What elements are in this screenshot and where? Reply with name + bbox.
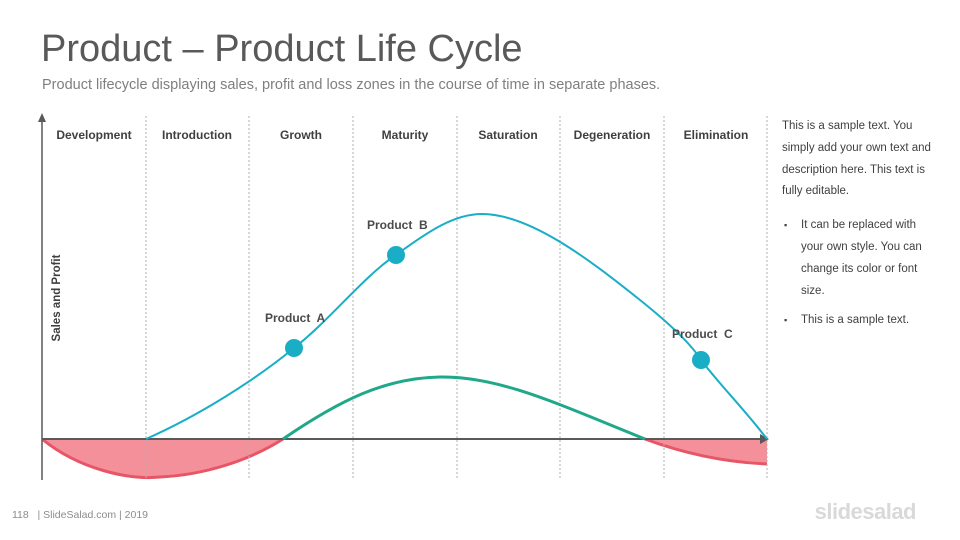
loss-zone-early bbox=[42, 439, 283, 478]
square-bullet-icon: ▪ bbox=[784, 220, 788, 231]
footer-text: 118 | SlideSalad.com | 2019 bbox=[12, 509, 149, 521]
phase-label-maturity: Maturity bbox=[382, 128, 429, 142]
phase-label-saturation: Saturation bbox=[478, 128, 537, 142]
sidebar-bullet-item: ▪ It can be replaced with your own style… bbox=[782, 215, 932, 302]
phase-label-development: Development bbox=[56, 128, 131, 142]
phase-dividers bbox=[145, 116, 768, 480]
page-title: Product – Product Life Cycle bbox=[41, 28, 523, 70]
phase-label-growth: Growth bbox=[280, 128, 322, 142]
product-b-marker[interactable] bbox=[387, 246, 405, 264]
square-bullet-icon: ▪ bbox=[784, 315, 788, 326]
phase-label-introduction: Introduction bbox=[162, 128, 232, 142]
loss-zone-late-edge bbox=[644, 437, 768, 466]
product-c-marker[interactable] bbox=[692, 351, 710, 369]
loss-zone-late bbox=[645, 439, 767, 464]
x-axis-arrow bbox=[760, 434, 769, 444]
page-subtitle: Product lifecycle displaying sales, prof… bbox=[42, 77, 661, 93]
y-axis-arrow bbox=[38, 113, 46, 122]
y-axis-label: Sales and Profit bbox=[51, 254, 63, 341]
phase-label-elimination: Elimination bbox=[684, 128, 749, 142]
product-a-label: Product A bbox=[265, 311, 326, 325]
sidebar-bullet-list: ▪ It can be replaced with your own style… bbox=[782, 215, 932, 332]
sidebar-bullet-item: ▪ This is a sample text. bbox=[782, 310, 932, 332]
profit-curve bbox=[282, 375, 646, 441]
product-b-label: Product B bbox=[367, 218, 428, 232]
brand-logo: slidesalad bbox=[814, 499, 917, 524]
loss-zone-early-edge bbox=[41, 437, 284, 479]
phase-label-degeneration: Degeneration bbox=[574, 128, 651, 142]
sidebar-paragraph: This is a sample text. You simply add yo… bbox=[782, 120, 931, 198]
product-c-label: Product C bbox=[672, 327, 733, 341]
sidebar-bullet-text: This is a sample text. bbox=[801, 314, 910, 327]
sidebar-description: This is a sample text. You simply add yo… bbox=[782, 116, 932, 340]
product-a-marker[interactable] bbox=[285, 339, 303, 357]
sidebar-bullet-text: It can be replaced with your own style. … bbox=[801, 219, 922, 297]
